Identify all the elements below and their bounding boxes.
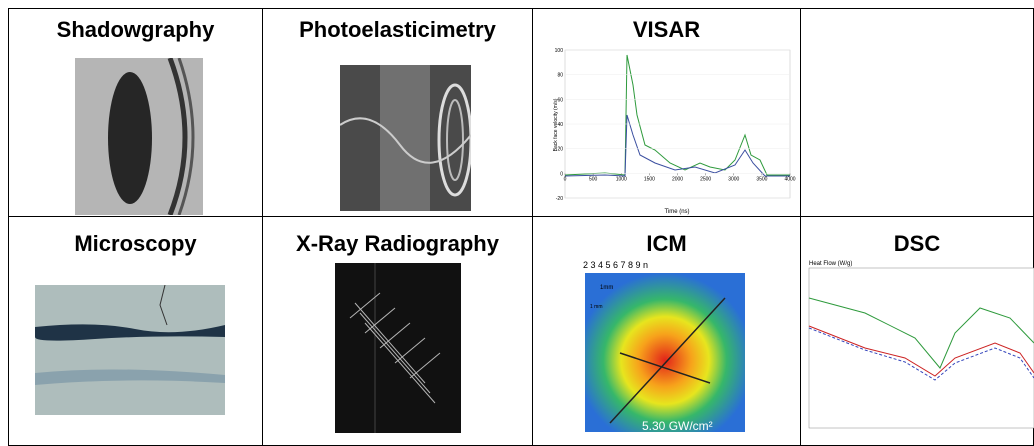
scale-label: 1mm [600, 285, 613, 291]
page: Shadowgraphy Photoelasticimetry VISAR Mi… [8, 8, 1034, 446]
cell-title: Photoelasticimetry [299, 17, 496, 42]
intensity-label: 5.30 GW/cm² [642, 419, 713, 432]
x-tick-label: 1000 [616, 176, 627, 182]
axis-label: Time (ns) [664, 209, 689, 215]
scale-label: 1 mm [590, 304, 603, 310]
cell-title: Shadowgraphy [56, 17, 215, 42]
dsc-image: Heat Flow (W/g) [808, 261, 1034, 429]
x-tick-label: 3000 [728, 176, 739, 182]
cell-title: ICM [646, 231, 687, 256]
x-tick-label: 4000 [784, 176, 795, 182]
x-tick-label: 2500 [700, 176, 711, 182]
shadowgraphy-image [75, 58, 203, 215]
visar-chart: Back face velocity (m/s) Time (ns) 100 80… [553, 48, 796, 215]
cell-title: DSC [893, 231, 941, 256]
y-tick-label: -20 [556, 196, 563, 202]
cell-title: X-Ray Radiography [296, 231, 499, 256]
cell [800, 8, 1034, 217]
axis-label: Back face velocity (m/s) [553, 98, 559, 151]
y-tick-label: 20 [557, 147, 563, 153]
x-tick-label: 1500 [644, 176, 655, 182]
scale-label: 2 3 4 5 6 7 8 9 n [583, 260, 648, 270]
microscopy-image [35, 285, 225, 415]
cell-title: VISAR [632, 17, 701, 42]
y-tick-label: 80 [557, 73, 563, 79]
cell-title: Microscopy [74, 231, 197, 256]
y-tick-label: 60 [557, 97, 563, 103]
y-tick-label: 0 [560, 171, 563, 177]
icm-image: 2 3 4 5 6 7 8 9 n 1mm 1 mm 5.30 GW/cm² [583, 260, 745, 432]
photoelasticimetry-image [340, 65, 471, 211]
x-tick-label: 500 [589, 176, 598, 182]
axis-label: Heat Flow (W/g) [809, 261, 852, 267]
x-tick-label: 0 [564, 176, 567, 182]
y-tick-label: 40 [557, 122, 563, 128]
x-tick-label: 3500 [756, 176, 767, 182]
xray-image [335, 263, 461, 433]
x-tick-label: 2000 [672, 176, 683, 182]
y-tick-label: 100 [555, 48, 564, 54]
